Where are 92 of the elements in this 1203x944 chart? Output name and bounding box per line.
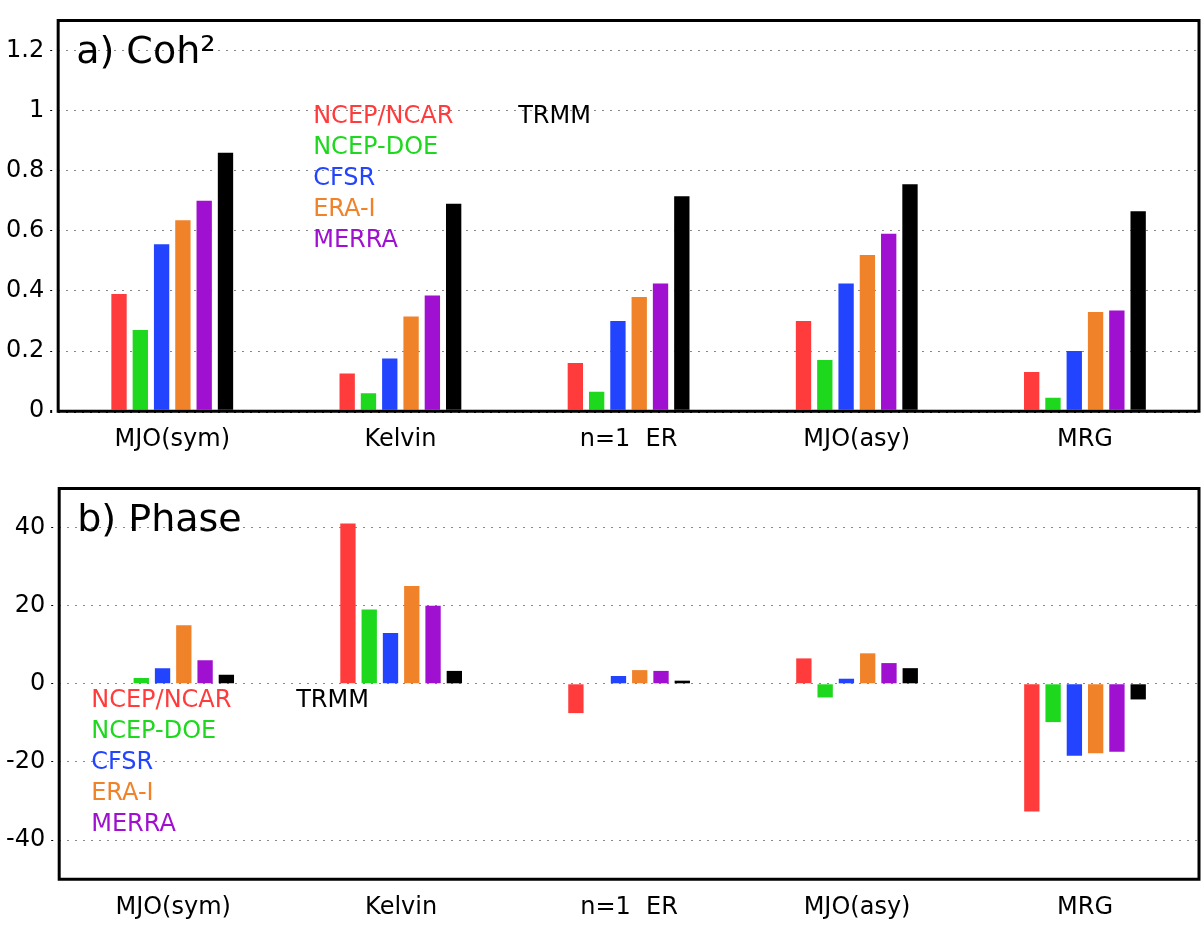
y-tick-label: 1.2	[6, 34, 45, 63]
bar	[817, 360, 833, 410]
bar	[881, 233, 897, 410]
bar	[340, 523, 356, 684]
bar	[1088, 684, 1104, 754]
bar	[445, 203, 462, 410]
bar	[382, 633, 399, 684]
bar	[339, 373, 355, 410]
bar	[1066, 684, 1083, 756]
x-tick-label: n=1 ER	[579, 423, 678, 452]
bar	[817, 684, 833, 698]
series-label: NCEP-DOE	[91, 715, 217, 744]
bar	[133, 677, 149, 684]
text: MERRA	[313, 224, 399, 253]
y-tick-label: 20	[14, 589, 46, 618]
text: TRMM	[295, 684, 369, 713]
bar	[1045, 684, 1061, 723]
y-tick-label: 0	[29, 668, 46, 697]
text: ERA-I	[91, 777, 154, 806]
bar	[1024, 372, 1040, 410]
bar	[425, 605, 441, 684]
text: CFSR	[313, 162, 376, 191]
bar	[795, 321, 812, 410]
x-tick-label: n=1 ER	[580, 891, 678, 920]
x-tick-label: Kelvin	[365, 891, 438, 920]
bar	[674, 196, 690, 410]
text: MERRA	[91, 808, 177, 837]
bar	[1087, 312, 1104, 410]
bar	[175, 220, 191, 410]
bar	[154, 668, 171, 684]
bar	[153, 244, 170, 410]
bar	[176, 625, 192, 684]
bar	[361, 609, 377, 684]
bar	[881, 663, 897, 684]
text: NCEP-DOE	[313, 131, 439, 160]
y-tick-label: 40	[14, 511, 46, 540]
bar	[632, 670, 648, 684]
bar	[1109, 684, 1125, 752]
bar	[568, 684, 584, 714]
y-tick-label: 0.8	[6, 154, 45, 183]
text: NCEP/NCAR	[313, 100, 454, 129]
bar	[567, 363, 584, 410]
text: ERA-I	[313, 193, 376, 222]
x-tick-label: MJO(sym)	[115, 891, 231, 920]
y-tick-label: 1	[28, 94, 45, 123]
bar	[1130, 684, 1146, 700]
y-tick-label: 0.2	[6, 335, 45, 364]
y-tick-label: 0.6	[6, 215, 45, 244]
x-tick-label: MJO(asy)	[803, 891, 911, 920]
y-tick-label: 0.4	[6, 275, 45, 304]
bar	[610, 675, 627, 684]
bar	[859, 254, 876, 410]
y-tick-label: -20	[6, 746, 46, 775]
bar	[652, 283, 669, 410]
text: TRMM	[517, 100, 591, 129]
text: NCEP/NCAR	[91, 684, 232, 713]
bar	[218, 674, 235, 684]
x-tick-label: MRG	[1056, 423, 1113, 452]
bar	[424, 295, 441, 410]
bar	[588, 391, 605, 410]
bar	[860, 653, 876, 684]
text: CFSR	[91, 746, 154, 775]
bar	[796, 658, 812, 684]
bar	[196, 200, 212, 410]
bar	[653, 670, 669, 684]
bar	[1045, 397, 1061, 410]
bar	[111, 293, 127, 410]
chart-title: a) Coh²	[76, 28, 216, 73]
bar	[403, 316, 419, 410]
bar	[610, 321, 626, 410]
x-tick-label: MRG	[1057, 891, 1114, 920]
bar	[902, 668, 918, 684]
x-tick-label: MJO(asy)	[803, 423, 911, 452]
bar	[902, 184, 918, 410]
bar	[446, 670, 462, 684]
bar	[1109, 310, 1125, 410]
bar	[404, 586, 420, 684]
bar	[217, 152, 234, 410]
bar	[838, 283, 854, 410]
bar	[1066, 351, 1082, 410]
x-tick-label: MJO(sym)	[114, 423, 230, 452]
y-tick-label: 0	[28, 395, 45, 424]
bar	[132, 330, 148, 410]
bar	[382, 358, 398, 410]
bar	[1024, 684, 1040, 812]
bar	[631, 296, 647, 410]
bar	[1130, 211, 1146, 410]
bar	[197, 660, 213, 684]
bar	[360, 393, 377, 410]
y-tick-label: -40	[6, 824, 46, 853]
x-tick-label: Kelvin	[364, 423, 437, 452]
chart-title: b) Phase	[77, 496, 242, 541]
